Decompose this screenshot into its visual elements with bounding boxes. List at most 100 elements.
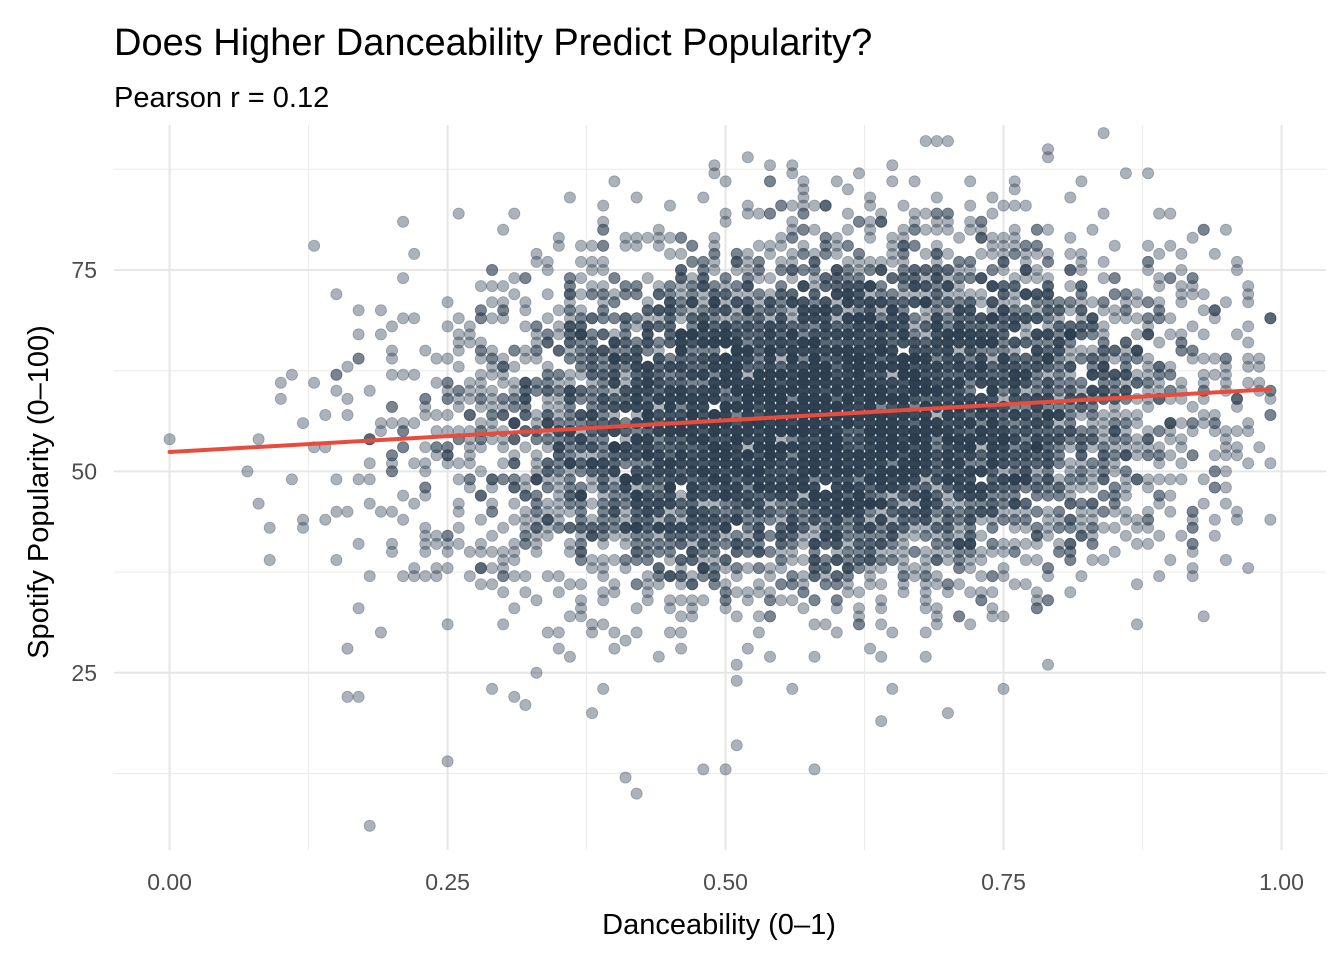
data-point [908,449,921,462]
data-point [919,497,932,510]
data-point [1119,465,1132,478]
data-point [986,207,999,220]
data-point [630,473,643,486]
data-point [875,320,888,333]
data-point [1008,336,1021,349]
data-point [708,384,721,397]
data-point [864,384,877,397]
data-point [830,425,843,438]
data-point [608,392,621,405]
data-point [819,360,832,373]
data-point [875,392,888,405]
data-point [552,441,565,454]
data-point [819,449,832,462]
data-point [708,312,721,325]
data-point [908,344,921,357]
data-point [630,457,643,470]
data-point [808,312,821,325]
data-point [630,465,643,478]
data-point [775,578,788,591]
data-point [997,199,1010,212]
data-point [808,449,821,462]
data-point [841,457,854,470]
data-point [719,521,732,534]
data-point [997,497,1010,510]
data-point [997,376,1010,389]
data-point [575,272,588,285]
data-point [908,376,921,389]
data-point [919,449,932,462]
data-point [730,481,743,494]
data-point [853,288,866,301]
data-point [741,465,754,478]
data-point [552,642,565,655]
data-point [975,505,988,518]
data-point [997,610,1010,623]
data-point [886,554,899,567]
data-point [819,199,832,212]
data-point [1131,449,1144,462]
data-point [875,417,888,430]
data-point [586,521,599,534]
data-point [830,425,843,438]
data-point [886,626,899,639]
data-point [964,449,977,462]
data-point [1108,352,1121,365]
data-point [775,328,788,341]
data-point [886,231,899,244]
data-point [541,626,554,639]
data-point [1142,433,1155,446]
data-point [841,505,854,518]
data-point [675,425,688,438]
data-point [964,199,977,212]
data-point [1042,529,1055,542]
data-point [697,392,710,405]
data-point [975,481,988,494]
data-point [1053,360,1066,373]
data-point [1075,481,1088,494]
data-point [441,408,454,421]
data-point [797,602,810,615]
data-point [752,392,765,405]
data-point [975,352,988,365]
data-point [530,594,543,607]
data-point [608,586,621,599]
data-point [664,457,677,470]
data-point [686,602,699,615]
data-point [775,392,788,405]
data-point [997,465,1010,478]
data-point [864,255,877,268]
data-point [608,376,621,389]
data-point [474,545,487,558]
data-point [675,247,688,260]
data-point [941,489,954,502]
data-point [508,433,521,446]
data-point [764,384,777,397]
data-point [819,296,832,309]
data-point [808,296,821,309]
data-point [841,521,854,534]
data-point [619,312,632,325]
data-point [1019,199,1032,212]
data-point [619,384,632,397]
data-point [552,368,565,381]
data-point [708,473,721,486]
data-point [964,328,977,341]
data-point [908,272,921,285]
data-point [697,320,710,333]
data-point [619,392,632,405]
data-point [975,449,988,462]
data-point [664,247,677,260]
data-point [586,497,599,510]
data-point [764,425,777,438]
data-point [1131,328,1144,341]
data-point [964,513,977,526]
data-point [919,376,932,389]
data-point [1208,304,1221,317]
data-point [675,554,688,567]
data-point [797,352,810,365]
data-point [1053,320,1066,333]
data-point [530,666,543,679]
data-point [686,352,699,365]
data-point [808,650,821,663]
